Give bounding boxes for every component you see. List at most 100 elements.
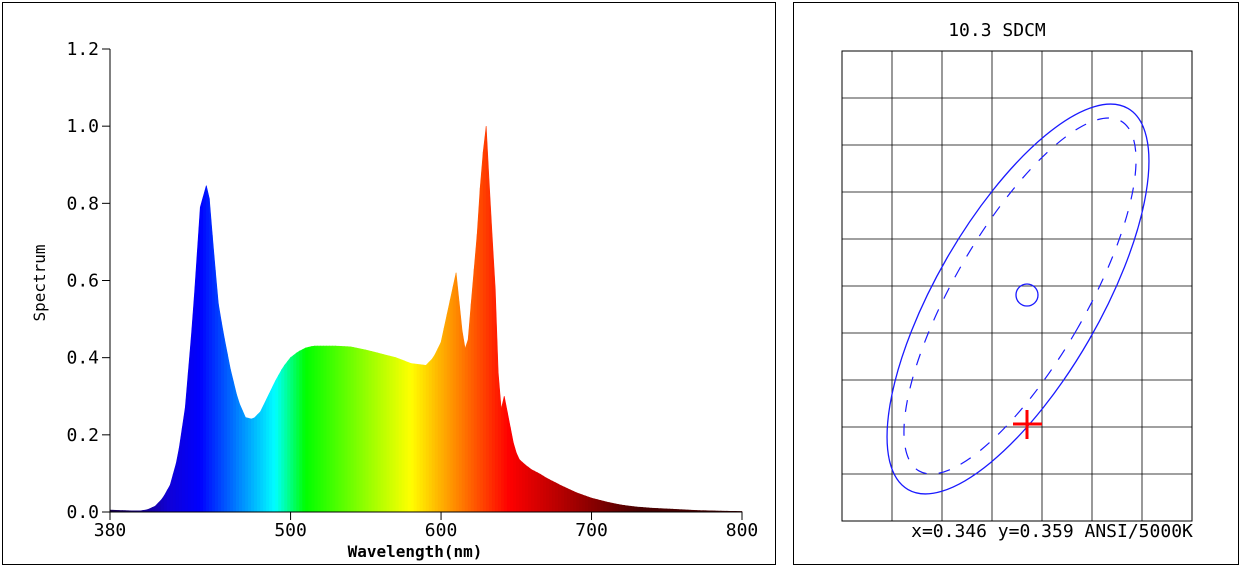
- spectrum-band: [407, 361, 412, 513]
- spectrum-band: [455, 272, 460, 513]
- spectrum-band: [540, 473, 544, 513]
- spectrum-band: [344, 346, 349, 513]
- spectrum-band: [422, 364, 427, 513]
- spectrum-band: [558, 483, 562, 513]
- spectrum-band: [512, 442, 517, 513]
- spectrum-band: [555, 482, 559, 513]
- spectrum-band: [561, 485, 565, 513]
- spectrum-band: [506, 411, 511, 513]
- spectrum-band: [178, 427, 183, 513]
- spectrum-band: [597, 499, 601, 513]
- spectrum-band: [287, 356, 291, 513]
- spectrum-band: [518, 458, 523, 513]
- x-tick-label: 600: [425, 520, 458, 541]
- measured-point-marker: [1013, 410, 1042, 439]
- spectrum-band: [347, 346, 352, 513]
- spectrum-band: [266, 393, 270, 513]
- spectrum-band: [431, 353, 436, 513]
- spectrum-band: [251, 417, 255, 513]
- spectrum-band: [582, 494, 586, 513]
- spectrum-axes: 0.0 0.2 0.4 0.6 0.8 1.0 1.2 380 500 600 700 800: [66, 39, 758, 541]
- spectrum-band: [169, 474, 174, 513]
- spectrum-band: [494, 288, 499, 513]
- spectrum-band: [199, 196, 204, 513]
- spectrum-band: [389, 355, 394, 513]
- spectrum-band: [296, 350, 300, 513]
- spectrum-band: [293, 352, 297, 513]
- spectrum-chart: 0.0 0.2 0.4 0.6 0.8 1.0 1.2 380 500 600 700 800 Wav…: [30, 39, 758, 561]
- spectrum-band: [618, 504, 622, 513]
- spectrum-band: [320, 345, 324, 513]
- spectrum-band: [576, 492, 580, 513]
- spectrum-band: [193, 251, 198, 513]
- spectrum-band: [239, 403, 243, 513]
- spectrum-band: [236, 393, 240, 513]
- spectrum-band: [202, 185, 207, 513]
- spectrum-band: [260, 405, 264, 513]
- spectrum-band: [603, 500, 607, 513]
- spectrum-band: [461, 330, 466, 513]
- spectrum-band: [636, 506, 640, 513]
- spectrum-band: [187, 336, 192, 513]
- spectrum-band: [479, 151, 484, 513]
- spectrum-band: [470, 268, 475, 513]
- spectrum-band: [401, 359, 406, 513]
- spectrum-band: [196, 207, 201, 513]
- spectrum-band: [284, 360, 288, 513]
- sdcm-grid: [842, 51, 1192, 521]
- spectrum-band: [612, 502, 616, 513]
- spectrum-band: [314, 345, 318, 513]
- spectrum-point: [207, 180, 208, 181]
- spectrum-band: [594, 498, 598, 513]
- spectrum-band: [522, 461, 526, 513]
- x-tick-label: 380: [94, 520, 127, 541]
- spectrum-band: [350, 346, 355, 513]
- spectrum-band: [332, 345, 337, 513]
- spectrum-band: [323, 345, 327, 513]
- spectrum-band: [500, 396, 505, 513]
- spectrum-band: [190, 296, 195, 513]
- spectrum-band: [509, 427, 514, 513]
- spectrum-band: [305, 346, 309, 513]
- spectrum-band: [269, 386, 273, 513]
- spectrum-band: [537, 472, 541, 513]
- spectrum-band: [446, 300, 451, 513]
- spectrum-band: [377, 352, 382, 513]
- spectrum-band: [482, 126, 487, 513]
- x-tick-label: 800: [726, 520, 759, 541]
- spectrum-band: [242, 410, 246, 513]
- spectrum-band: [546, 477, 550, 513]
- spectrum-band: [154, 502, 159, 513]
- spectrum-band: [458, 301, 463, 513]
- spectrum-band: [570, 489, 574, 513]
- y-tick-label: 0.0: [66, 502, 99, 523]
- spectrum-band: [467, 303, 472, 513]
- spectrum-band: [639, 506, 643, 513]
- spectrum-band: [374, 351, 379, 513]
- spectrum-band: [503, 396, 508, 513]
- spectrum-band: [184, 372, 189, 513]
- spectrum-band: [552, 480, 556, 513]
- y-tick-label: 1.2: [66, 39, 99, 60]
- spectrum-band: [353, 347, 358, 513]
- spectrum-band: [648, 507, 653, 513]
- spectrum-band: [564, 486, 568, 513]
- spectrum-band: [311, 345, 315, 513]
- sdcm-inner-ellipse: [903, 117, 1137, 475]
- spectrum-band: [543, 475, 547, 513]
- spectrum-band: [621, 504, 625, 513]
- spectrum-band: [404, 360, 409, 513]
- spectrum-band: [425, 361, 430, 513]
- sdcm-outer-ellipse: [886, 103, 1150, 495]
- spectrum-band: [440, 328, 445, 513]
- spectrum-band: [497, 373, 502, 513]
- spectrum-band: [386, 354, 391, 513]
- spectrum-band: [263, 399, 267, 513]
- spectrum-band: [615, 503, 619, 513]
- spectrum-band: [660, 508, 665, 513]
- spectrum-band: [600, 500, 604, 513]
- spectrum-band: [585, 495, 589, 513]
- spectrum-band: [218, 303, 222, 513]
- spectrum-band: [248, 417, 252, 513]
- sdcm-title: 10.3 SDCM: [948, 20, 1046, 41]
